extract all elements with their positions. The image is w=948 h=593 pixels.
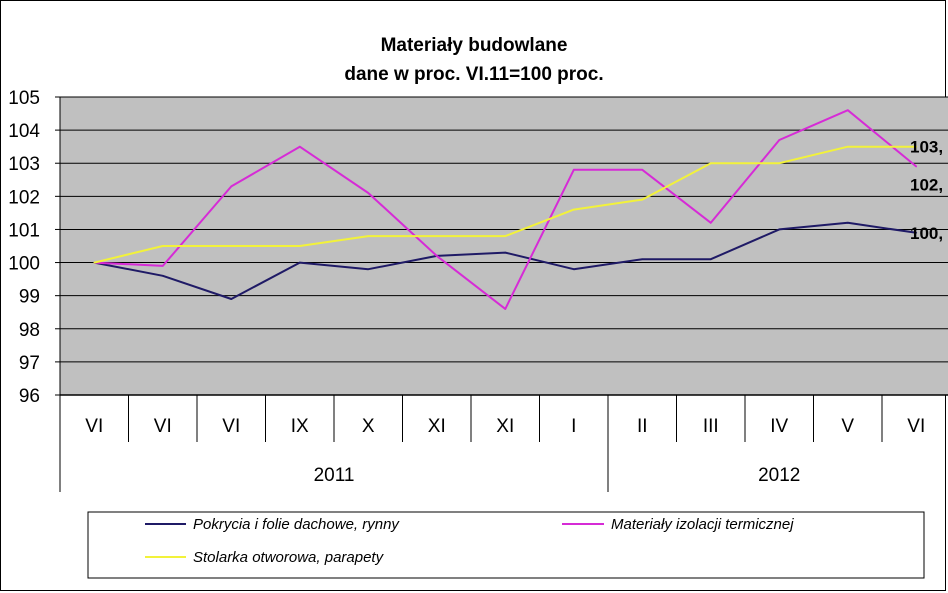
- series-0-point: [709, 258, 712, 261]
- series-1-point: [367, 192, 370, 194]
- series-2-point: [435, 235, 438, 237]
- category-label: IX: [291, 416, 309, 437]
- category-label: XI: [496, 416, 514, 437]
- series-0-point: [230, 298, 233, 300]
- series-0-point: [915, 231, 918, 234]
- chart-title: Materiały budowlane: [381, 35, 568, 56]
- category-label: X: [362, 416, 375, 437]
- end-labels: 100, 102, 103,: [910, 138, 943, 243]
- end-label-series-2: 103,: [910, 138, 943, 157]
- series-1-point: [504, 308, 507, 310]
- category-label: I: [571, 416, 576, 437]
- category-label: V: [841, 416, 854, 437]
- series-1-point: [435, 255, 438, 257]
- year-label: 2011: [314, 465, 355, 486]
- series-1-point: [572, 169, 575, 171]
- category-label: VI: [85, 416, 103, 437]
- series-0-point: [846, 222, 849, 224]
- y-tick-label: 103: [8, 154, 40, 175]
- y-tick-label: 98: [19, 320, 40, 341]
- series-2-point: [504, 235, 507, 237]
- series-1-point: [915, 165, 918, 168]
- y-axis-ticks: 105 104 103 102 101 100 99 98 97 96: [8, 88, 60, 407]
- series-2-point: [846, 145, 849, 148]
- legend: Pokrycia i folie dachowe, rynny Materiał…: [87, 511, 925, 579]
- series-1-point: [709, 222, 712, 224]
- series-2-point: [161, 245, 164, 247]
- end-label-series-0: 100,: [910, 224, 943, 243]
- series-0-point: [161, 275, 164, 277]
- series-1-point: [641, 169, 644, 171]
- series-0-point: [778, 228, 781, 231]
- legend-box: [87, 511, 925, 579]
- series-0-point: [298, 261, 301, 264]
- y-tick-label: 97: [19, 353, 40, 374]
- series-2-point: [93, 261, 96, 264]
- category-label: IV: [770, 416, 788, 437]
- legend-label-series-1: Materiały izolacji termicznej: [611, 516, 794, 533]
- legend-label-series-2: Stolarka otworowa, parapety: [193, 549, 385, 566]
- series-0-point: [504, 251, 507, 254]
- series-1-point: [298, 145, 301, 148]
- y-tick-label: 102: [8, 187, 40, 208]
- series-0-point: [572, 268, 575, 270]
- category-label: II: [637, 416, 648, 437]
- y-tick-label: 100: [8, 254, 40, 275]
- y-tick-label: 104: [8, 121, 40, 142]
- series-2-point: [915, 145, 918, 148]
- end-label-series-1: 102,: [910, 176, 943, 195]
- series-1-point: [161, 265, 164, 267]
- category-label: XI: [428, 416, 446, 437]
- category-label: VI: [154, 416, 172, 437]
- series-1-point: [846, 109, 849, 112]
- y-tick-label: 99: [19, 287, 40, 308]
- legend-label-series-0: Pokrycia i folie dachowe, rynny: [193, 516, 400, 533]
- series-1-point: [230, 185, 233, 188]
- series-lines: [93, 109, 918, 310]
- category-label: III: [703, 416, 719, 437]
- series-1-point: [778, 139, 781, 141]
- series-2-point: [641, 198, 644, 201]
- axes: [59, 97, 948, 492]
- series-2-point: [230, 245, 233, 247]
- y-tick-label: 96: [19, 386, 40, 407]
- chart-subtitle: dane w proc. VI.11=100 proc.: [344, 64, 603, 85]
- gridlines: [60, 96, 948, 363]
- series-2-point: [709, 162, 712, 165]
- series-2-point: [778, 162, 781, 165]
- y-tick-label: 101: [8, 220, 40, 241]
- series-2-point: [298, 245, 301, 247]
- series-0-point: [367, 268, 370, 270]
- series-2-point: [367, 235, 370, 237]
- year-label: 2012: [758, 465, 800, 486]
- category-label: VI: [907, 416, 925, 437]
- y-tick-label: 105: [8, 88, 40, 109]
- series-2-point: [572, 208, 575, 211]
- category-label: VI: [222, 416, 240, 437]
- series-0-point: [641, 258, 644, 261]
